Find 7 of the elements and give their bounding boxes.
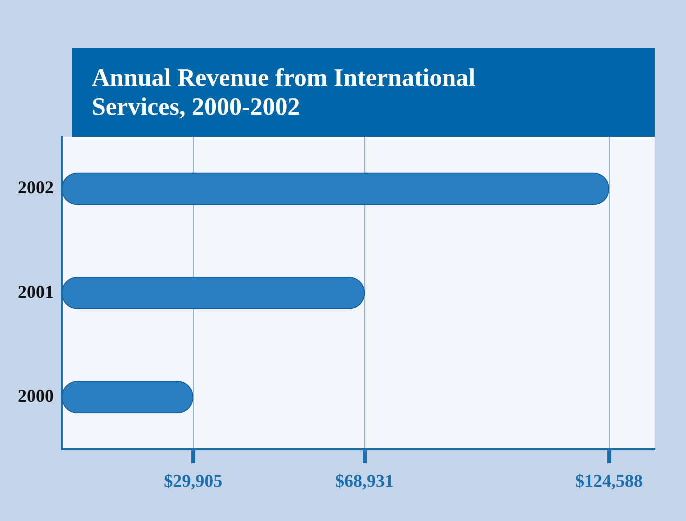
x-tick-label: $68,931 <box>336 470 394 491</box>
x-tick-label: $29,905 <box>164 470 223 491</box>
y-tick-label: 2000 <box>18 386 54 406</box>
y-tick-label: 2001 <box>18 282 54 302</box>
chart-title: Annual Revenue from International Services, 2000-2002 <box>92 64 477 122</box>
y-tick-label: 2002 <box>18 178 54 198</box>
x-tick-label: $124,588 <box>576 470 644 491</box>
